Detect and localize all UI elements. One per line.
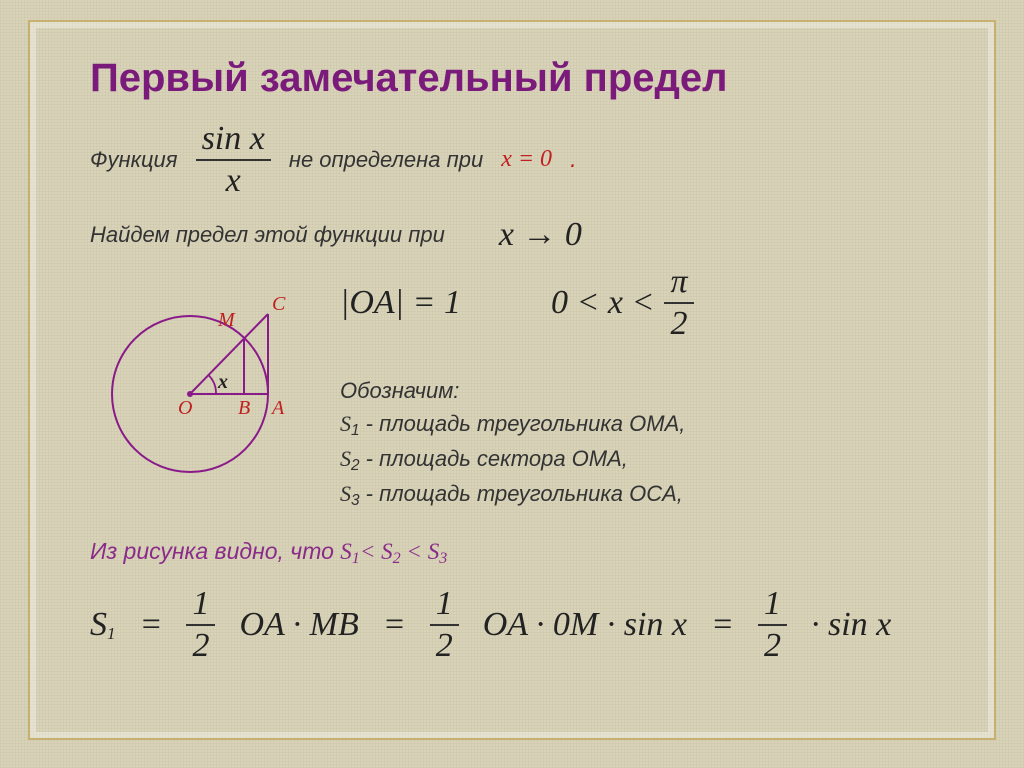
label-B: B <box>238 397 250 419</box>
definitions: Обозначим: S1 - площадь треугольника OMA… <box>340 374 944 512</box>
half-1: 1 2 <box>186 586 215 663</box>
equals-3: = <box>711 606 734 644</box>
label-C: C <box>272 293 286 315</box>
slide-frame: Первый замечательный предел Функция sin … <box>28 20 996 740</box>
label-O: O <box>178 397 192 419</box>
def-s3: S3 - площадь треугольника OCA, <box>340 477 944 512</box>
unit-circle-diagram: O B A M C x <box>90 264 310 499</box>
frac-den: x <box>196 161 271 199</box>
limit-expr: x → 0 <box>499 216 582 254</box>
label-M: M <box>217 309 236 331</box>
diagram-svg: O B A M C x <box>90 264 310 494</box>
frac-num: sin x <box>196 121 271 161</box>
term-3: · sin x <box>811 606 891 644</box>
conclusion-line: Из рисунка видно, что S1< S2 < S3 <box>90 538 944 568</box>
limit-text: Найдем предел этой функции при <box>90 222 445 248</box>
def-s2: S2 - площадь сектора OMA, <box>340 442 944 477</box>
func-label: Функция <box>90 147 178 173</box>
range-left: 0 < x < <box>551 284 654 322</box>
label-x: x <box>217 371 228 393</box>
equals-2: = <box>383 606 406 644</box>
oa-range-row: |OA| = 1 0 < x < π 2 <box>340 264 944 341</box>
sinx-over-x: sin x x <box>196 121 271 198</box>
equals-1: = <box>140 606 163 644</box>
range-den: 2 <box>664 304 693 342</box>
undef-cond: x = 0 <box>501 146 552 173</box>
range-num: π <box>664 264 693 304</box>
undef-text: не определена при <box>289 147 483 173</box>
def-s1: S1 - площадь треугольника OMA, <box>340 407 944 442</box>
concl-rel: S1< S2 < S3 <box>340 539 447 564</box>
line-function: Функция sin x x не определена при x = 0. <box>90 121 944 198</box>
term-2: OA · 0M · sin x <box>483 606 687 644</box>
oa-eq: |OA| = 1 <box>340 284 461 322</box>
diagram-row: O B A M C x |OA| = 1 0 < x < π 2 <box>90 264 944 512</box>
equation-row: S1 = 1 2 OA · MB = 1 2 OA · 0M · sin x =… <box>90 586 944 663</box>
half-3: 1 2 <box>758 586 787 663</box>
right-column: |OA| = 1 0 < x < π 2 Обозначим: S1 - пло… <box>340 264 944 512</box>
page-title: Первый замечательный предел <box>90 56 944 101</box>
eq-s1: S1 <box>90 606 116 644</box>
label-A: A <box>270 397 285 419</box>
concl-text: Из рисунка видно, что <box>90 538 340 564</box>
range: 0 < x < π 2 <box>551 264 694 341</box>
line-limit: Найдем предел этой функции при x → 0 <box>90 216 944 254</box>
term-1: OA · MB <box>239 606 358 644</box>
defs-header: Обозначим: <box>340 374 944 407</box>
half-2: 1 2 <box>430 586 459 663</box>
